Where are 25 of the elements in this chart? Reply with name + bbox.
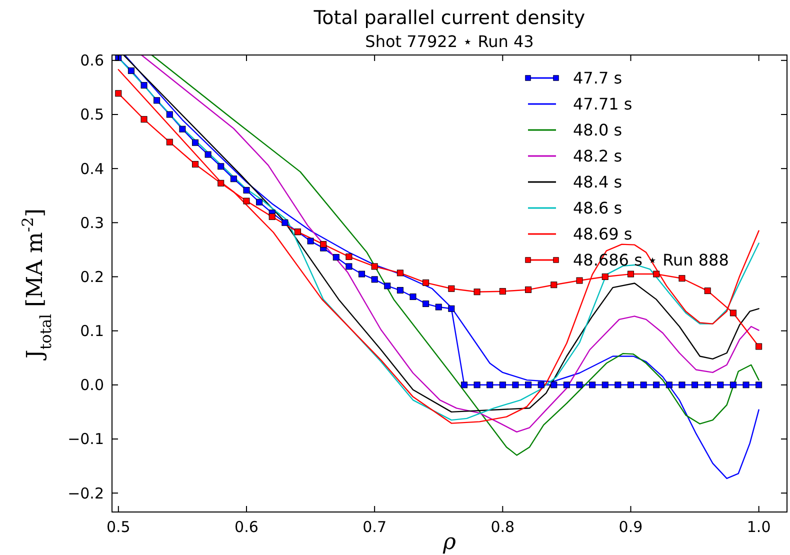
legend-label: 47.71 s xyxy=(573,94,632,114)
y-tick-label: 0.4 xyxy=(80,160,104,178)
x-tick-label: 0.7 xyxy=(362,518,386,536)
y-tick-label: −0.2 xyxy=(68,484,104,502)
y-tick-label: 0.1 xyxy=(80,322,104,340)
legend-label: 48.2 s xyxy=(573,146,622,166)
y-tick-label: −0.1 xyxy=(68,430,104,448)
legend-label: 47.7 s xyxy=(573,68,622,88)
x-tick-label: 1.0 xyxy=(746,518,771,536)
legend-label: 48.6 s xyxy=(573,198,622,218)
y-tick-label: 0.2 xyxy=(80,268,104,286)
x-tick-label: 0.6 xyxy=(234,518,258,536)
y-tick-label: 0.5 xyxy=(80,106,104,124)
legend-label: 48.4 s xyxy=(573,172,622,192)
legend-label: 48.0 s xyxy=(573,120,622,140)
chart-title: Total parallel current density xyxy=(312,7,586,29)
x-tick-label: 0.8 xyxy=(490,518,515,536)
legend-label: 48.69 s xyxy=(573,224,632,244)
x-axis-title: ρ xyxy=(442,530,456,555)
x-tick-label: 0.9 xyxy=(618,518,643,536)
y-tick-label: 0.0 xyxy=(80,376,104,394)
x-tick-label: 0.5 xyxy=(106,518,130,536)
y-tick-label: 0.6 xyxy=(80,52,104,70)
chart-subtitle: Shot 77922 ⋆ Run 43 xyxy=(365,32,534,51)
y-tick-label: 0.3 xyxy=(80,214,104,232)
